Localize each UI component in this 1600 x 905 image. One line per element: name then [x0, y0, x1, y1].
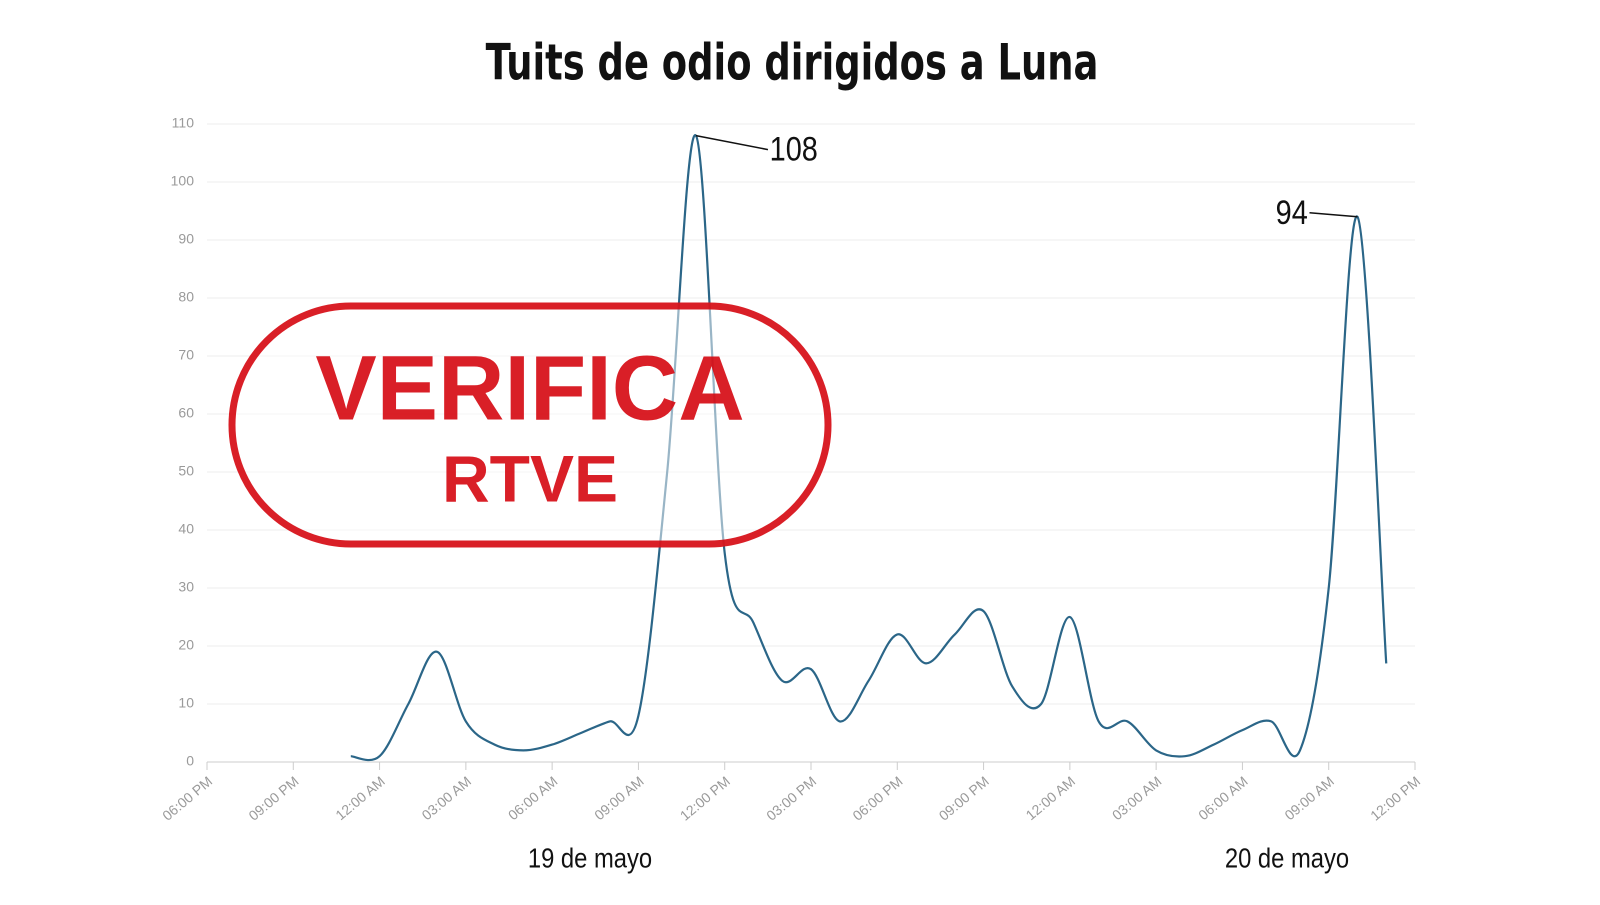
data-label: 108 — [770, 129, 818, 168]
x-tick-label: 06:00 PM — [159, 773, 215, 824]
chart-title: Tuits de odio dirigidos a Luna — [486, 34, 1099, 92]
data-label: 94 — [1276, 193, 1308, 232]
watermark: VERIFICA RTVE — [228, 302, 832, 548]
y-tick-label: 100 — [171, 173, 195, 189]
x-tick-label: 12:00 PM — [1367, 773, 1423, 824]
y-tick-label: 50 — [178, 463, 194, 479]
y-tick-label: 60 — [178, 405, 194, 421]
x-tick-label: 06:00 AM — [505, 773, 561, 823]
x-tick-label: 09:00 AM — [591, 773, 647, 823]
x-tick-label: 03:00 AM — [1109, 773, 1165, 823]
x-tick-label: 06:00 AM — [1195, 773, 1251, 823]
y-tick-label: 10 — [178, 695, 194, 711]
y-tick-label: 90 — [178, 231, 194, 247]
x-tick-label: 12:00 PM — [677, 773, 733, 824]
y-tick-label: 40 — [178, 521, 194, 537]
y-tick-label: 20 — [178, 637, 194, 653]
x-tick-label: 09:00 PM — [245, 773, 301, 824]
x-tick-label: 06:00 PM — [849, 773, 905, 824]
x-tick-label: 09:00 PM — [936, 773, 992, 824]
y-tick-label: 80 — [178, 289, 194, 305]
label-leader — [695, 134, 769, 151]
x-tick-label: 12:00 AM — [332, 773, 388, 823]
x-tick-label: 03:00 PM — [763, 773, 819, 824]
date-label: 19 de mayo — [528, 842, 652, 874]
y-tick-label: 110 — [172, 115, 195, 131]
watermark-text: VERIFICA — [315, 337, 744, 439]
line — [350, 134, 1388, 762]
x-tick-label: 03:00 AM — [419, 773, 475, 823]
date-label: 20 de mayo — [1225, 842, 1349, 874]
x-tick-label: 12:00 AM — [1023, 773, 1079, 823]
watermark-frame — [228, 302, 832, 548]
label-leader — [1309, 212, 1358, 218]
y-tick-label: 30 — [178, 579, 194, 595]
y-tick-label: 70 — [178, 347, 194, 363]
y-tick-label: 0 — [186, 753, 194, 769]
watermark-text: RTVE — [442, 441, 618, 515]
x-tick-label: 09:00 AM — [1281, 773, 1337, 823]
